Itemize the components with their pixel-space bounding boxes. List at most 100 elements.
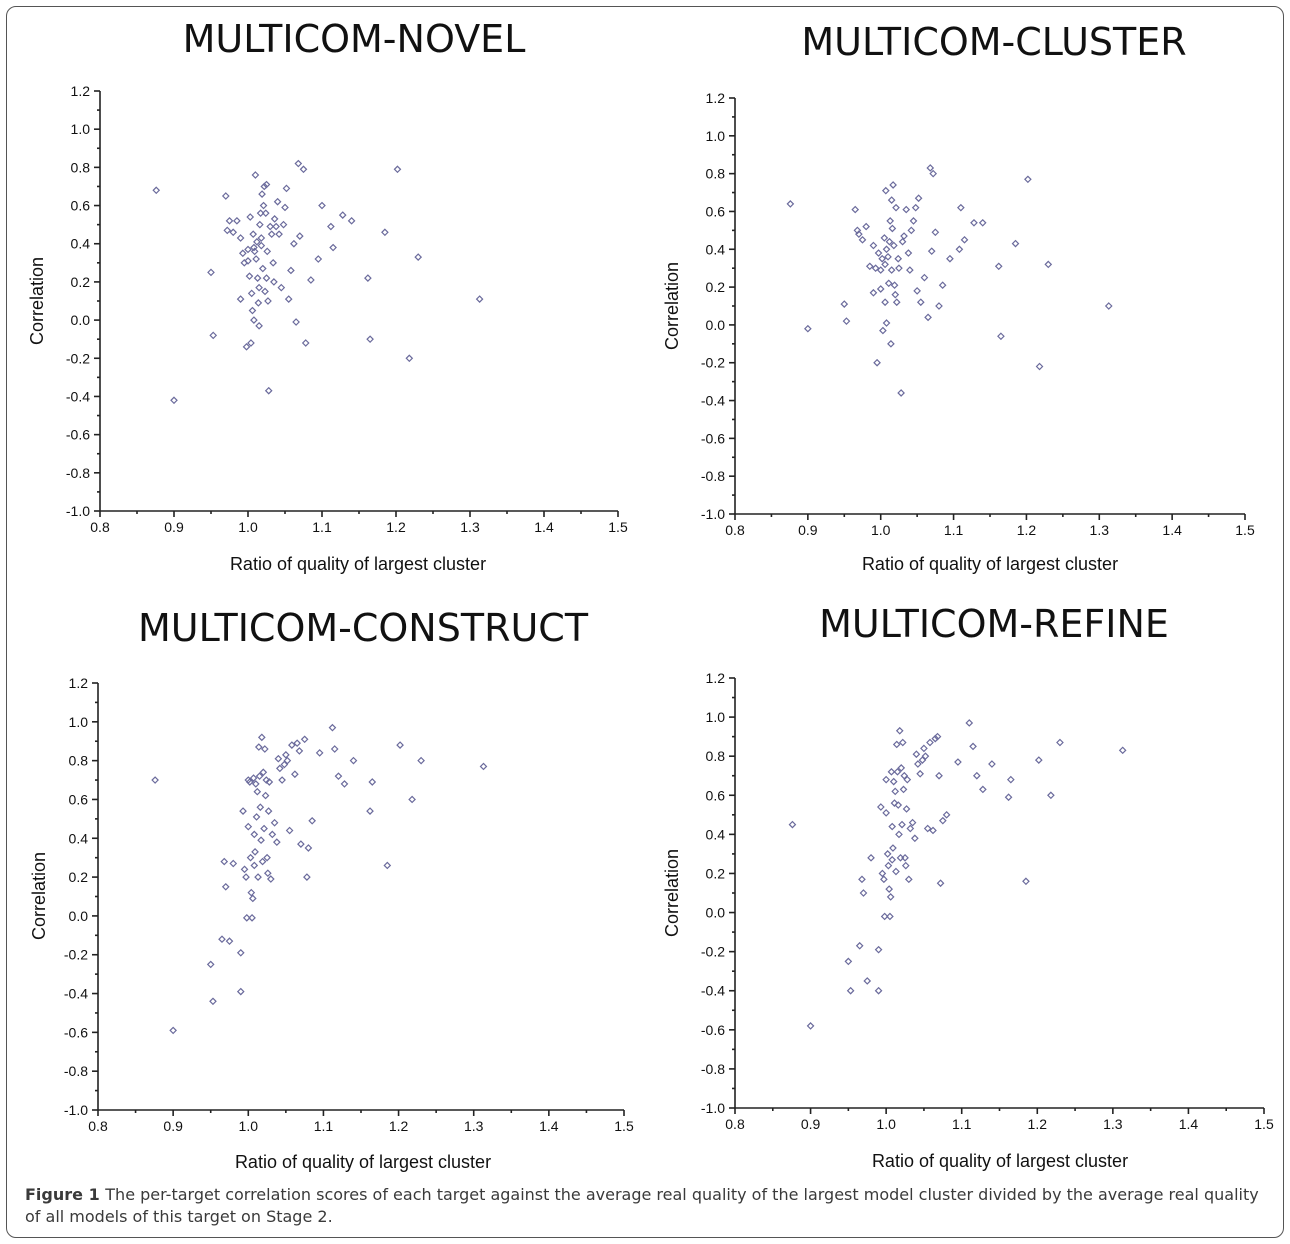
y-tick-label: 1.0 bbox=[706, 128, 726, 144]
data-point bbox=[258, 264, 267, 273]
y-tick-label: -0.6 bbox=[64, 1024, 88, 1040]
data-point bbox=[926, 738, 934, 747]
data-point bbox=[879, 326, 887, 335]
data-point bbox=[858, 235, 867, 244]
x-tick-label: 1.1 bbox=[952, 1116, 972, 1132]
y-tick-label: 0.8 bbox=[69, 753, 89, 769]
x-axis-label: Ratio of quality of largest cluster bbox=[862, 554, 1118, 574]
data-point bbox=[282, 750, 290, 759]
data-point bbox=[169, 1026, 177, 1035]
y-tick-label: 1.0 bbox=[69, 714, 89, 730]
data-point bbox=[869, 288, 878, 297]
data-point bbox=[880, 912, 889, 921]
data-point bbox=[1022, 877, 1030, 886]
figure-frame bbox=[6, 6, 1284, 1238]
data-point bbox=[894, 801, 903, 809]
data-point bbox=[923, 824, 932, 833]
data-point bbox=[267, 230, 276, 239]
data-point bbox=[846, 986, 855, 995]
x-tick-label: 1.1 bbox=[314, 1118, 334, 1134]
y-axis-label: Correlation bbox=[27, 257, 47, 345]
y-tick-label: 0.0 bbox=[706, 905, 726, 921]
data-point bbox=[225, 216, 234, 225]
x-tick-label: 0.8 bbox=[725, 1116, 745, 1132]
data-point bbox=[997, 332, 1005, 341]
data-point bbox=[239, 807, 247, 815]
data-point bbox=[902, 805, 911, 813]
data-point bbox=[414, 253, 423, 261]
data-point bbox=[314, 255, 323, 263]
data-point bbox=[253, 237, 261, 246]
data-point bbox=[364, 274, 372, 282]
data-point bbox=[244, 257, 252, 265]
x-tick-label: 1.5 bbox=[614, 1118, 634, 1134]
data-point bbox=[1047, 791, 1055, 800]
data-point bbox=[270, 278, 278, 286]
data-point bbox=[906, 824, 915, 833]
data-point bbox=[393, 165, 402, 174]
x-axis-label: Ratio of quality of largest cluster bbox=[230, 554, 486, 574]
data-point bbox=[871, 264, 880, 273]
data-point bbox=[900, 771, 909, 780]
x-tick-label: 1.4 bbox=[1179, 1116, 1199, 1132]
data-point bbox=[895, 726, 904, 735]
data-point bbox=[223, 226, 232, 235]
data-point bbox=[275, 764, 284, 773]
data-point bbox=[878, 869, 887, 878]
y-tick-label: 0.8 bbox=[71, 159, 91, 175]
y-tick-label: 1.2 bbox=[69, 675, 89, 691]
data-point bbox=[262, 776, 271, 784]
data-point bbox=[207, 268, 215, 277]
y-tick-label: -1.0 bbox=[701, 506, 725, 522]
data-point bbox=[876, 266, 885, 274]
data-point bbox=[255, 772, 264, 781]
data-point bbox=[261, 791, 270, 800]
data-point bbox=[250, 861, 259, 870]
data-point bbox=[257, 234, 266, 242]
y-tick-label: -0.2 bbox=[701, 355, 725, 371]
data-point bbox=[897, 764, 906, 772]
data-point bbox=[270, 215, 279, 223]
data-point bbox=[265, 778, 274, 786]
y-tick-label: 0.8 bbox=[706, 748, 726, 764]
data-point bbox=[1011, 239, 1020, 248]
data-point bbox=[881, 186, 890, 195]
data-point bbox=[288, 741, 296, 749]
data-point bbox=[257, 836, 265, 845]
x-tick-label: 1.4 bbox=[539, 1118, 559, 1134]
data-point bbox=[918, 756, 927, 764]
data-point bbox=[251, 780, 260, 788]
data-point bbox=[330, 745, 339, 753]
data-point bbox=[247, 289, 256, 298]
data-point bbox=[858, 875, 866, 884]
x-tick-label: 0.9 bbox=[798, 522, 818, 538]
caption-label: Figure 1 bbox=[25, 1185, 100, 1204]
data-point bbox=[259, 768, 268, 777]
data-point bbox=[253, 274, 262, 282]
data-point bbox=[874, 945, 883, 954]
data-point bbox=[881, 260, 889, 269]
data-point bbox=[1118, 746, 1127, 755]
data-point bbox=[887, 339, 895, 348]
data-point bbox=[965, 719, 974, 727]
data-point bbox=[929, 826, 937, 835]
data-point bbox=[250, 243, 258, 252]
y-tick-label: 0.6 bbox=[71, 198, 91, 214]
data-point bbox=[264, 386, 273, 395]
y-tick-label: -0.4 bbox=[66, 388, 90, 404]
figure-caption: Figure 1 The per-target correlation scor… bbox=[25, 1184, 1270, 1228]
x-tick-label: 1.5 bbox=[1254, 1116, 1274, 1132]
data-point bbox=[290, 239, 298, 248]
data-point bbox=[892, 867, 900, 876]
data-point bbox=[479, 762, 488, 771]
data-point bbox=[251, 171, 260, 179]
x-tick-label: 1.3 bbox=[460, 519, 480, 535]
data-point bbox=[884, 252, 892, 261]
data-point bbox=[911, 203, 920, 212]
data-point bbox=[269, 258, 278, 267]
data-point bbox=[244, 245, 252, 254]
data-point bbox=[151, 776, 159, 784]
data-point bbox=[280, 760, 289, 769]
x-tick-label: 1.5 bbox=[608, 519, 628, 535]
y-tick-label: 1.2 bbox=[706, 670, 726, 686]
